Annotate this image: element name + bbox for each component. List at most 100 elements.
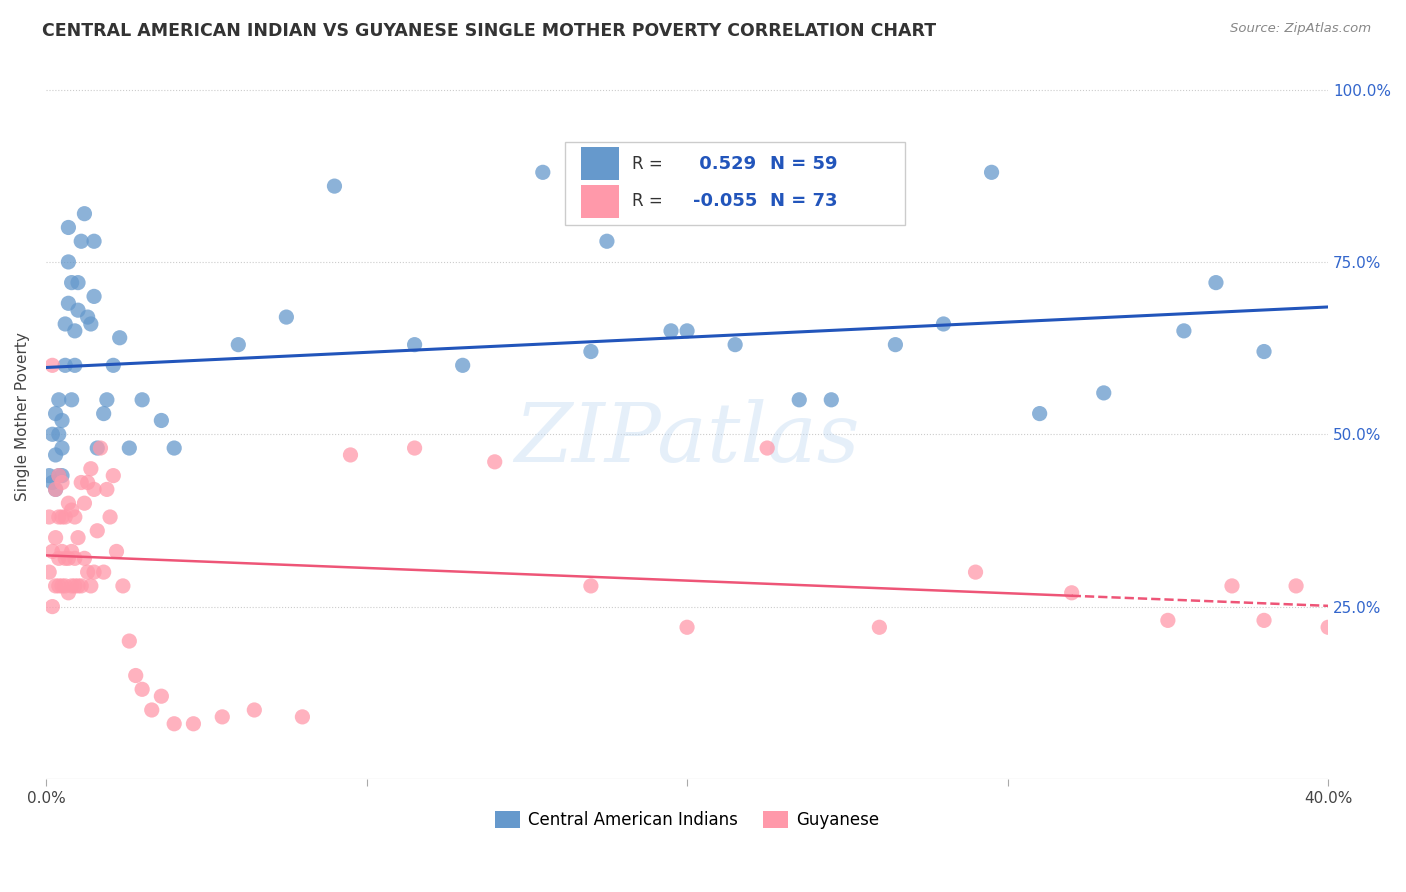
FancyBboxPatch shape	[581, 147, 619, 180]
Point	[676, 324, 699, 338]
Point	[45, 579, 67, 593]
Point	[105, 544, 128, 558]
Point	[48, 551, 70, 566]
Point	[291, 710, 314, 724]
Point	[66, 579, 89, 593]
Point	[53, 510, 76, 524]
Point	[66, 276, 89, 290]
Point	[579, 579, 602, 593]
Point	[83, 234, 105, 248]
Point	[76, 475, 98, 490]
Point	[76, 310, 98, 324]
Point	[73, 551, 96, 566]
Point	[787, 392, 810, 407]
Point	[1253, 344, 1275, 359]
Point	[103, 359, 125, 373]
Point	[596, 234, 619, 248]
Point	[63, 510, 86, 524]
Point	[484, 455, 506, 469]
Point	[756, 441, 779, 455]
Point	[45, 483, 67, 497]
Point	[48, 427, 70, 442]
Point	[60, 276, 83, 290]
Point	[60, 579, 83, 593]
Point	[980, 165, 1002, 179]
Point	[1317, 620, 1340, 634]
Point	[63, 579, 86, 593]
Point	[41, 359, 63, 373]
Point	[70, 234, 93, 248]
Point	[579, 344, 602, 359]
Point	[1092, 385, 1115, 400]
Point	[93, 407, 115, 421]
Text: -0.055: -0.055	[693, 193, 758, 211]
Point	[51, 441, 73, 455]
Point	[404, 441, 426, 455]
Text: CENTRAL AMERICAN INDIAN VS GUYANESE SINGLE MOTHER POVERTY CORRELATION CHART: CENTRAL AMERICAN INDIAN VS GUYANESE SING…	[42, 22, 936, 40]
FancyBboxPatch shape	[581, 185, 619, 218]
Point	[58, 496, 80, 510]
Point	[141, 703, 163, 717]
Point	[70, 475, 93, 490]
Text: R =: R =	[631, 193, 668, 211]
Point	[48, 579, 70, 593]
Point	[53, 551, 76, 566]
Point	[103, 468, 125, 483]
Point	[45, 531, 67, 545]
Point	[83, 565, 105, 579]
Point	[41, 475, 63, 490]
Text: 0.529: 0.529	[693, 154, 756, 173]
Point	[243, 703, 266, 717]
Point	[83, 289, 105, 303]
Point	[63, 359, 86, 373]
Point	[48, 468, 70, 483]
Y-axis label: Single Mother Poverty: Single Mother Poverty	[15, 333, 30, 501]
Point	[51, 544, 73, 558]
Point	[131, 392, 153, 407]
Point	[108, 331, 131, 345]
Point	[724, 337, 747, 351]
Point	[76, 565, 98, 579]
Point	[932, 317, 955, 331]
Point	[150, 689, 173, 703]
Point	[451, 359, 474, 373]
Point	[45, 483, 67, 497]
Text: ZIPatlas: ZIPatlas	[515, 399, 860, 479]
Point	[404, 337, 426, 351]
Point	[51, 510, 73, 524]
Point	[58, 551, 80, 566]
Point	[820, 392, 842, 407]
Point	[86, 524, 108, 538]
Point	[183, 716, 205, 731]
Point	[66, 531, 89, 545]
Point	[45, 407, 67, 421]
Point	[1173, 324, 1195, 338]
Text: R =: R =	[631, 154, 668, 173]
Point	[80, 579, 103, 593]
Point	[53, 579, 76, 593]
Point	[38, 565, 60, 579]
Point	[125, 668, 148, 682]
Point	[60, 392, 83, 407]
Point	[131, 682, 153, 697]
Point	[150, 413, 173, 427]
Point	[965, 565, 987, 579]
Point	[53, 317, 76, 331]
Point	[1205, 276, 1227, 290]
Point	[226, 337, 249, 351]
Point	[53, 359, 76, 373]
Point	[63, 324, 86, 338]
Point	[58, 255, 80, 269]
Legend: Central American Indians, Guyanese: Central American Indians, Guyanese	[488, 805, 886, 836]
Point	[48, 468, 70, 483]
Point	[51, 468, 73, 483]
FancyBboxPatch shape	[565, 142, 905, 225]
Point	[1333, 586, 1355, 600]
Point	[73, 207, 96, 221]
Point	[884, 337, 907, 351]
Point	[51, 413, 73, 427]
Point	[98, 510, 121, 524]
Point	[1157, 613, 1180, 627]
Point	[96, 392, 118, 407]
Point	[96, 483, 118, 497]
